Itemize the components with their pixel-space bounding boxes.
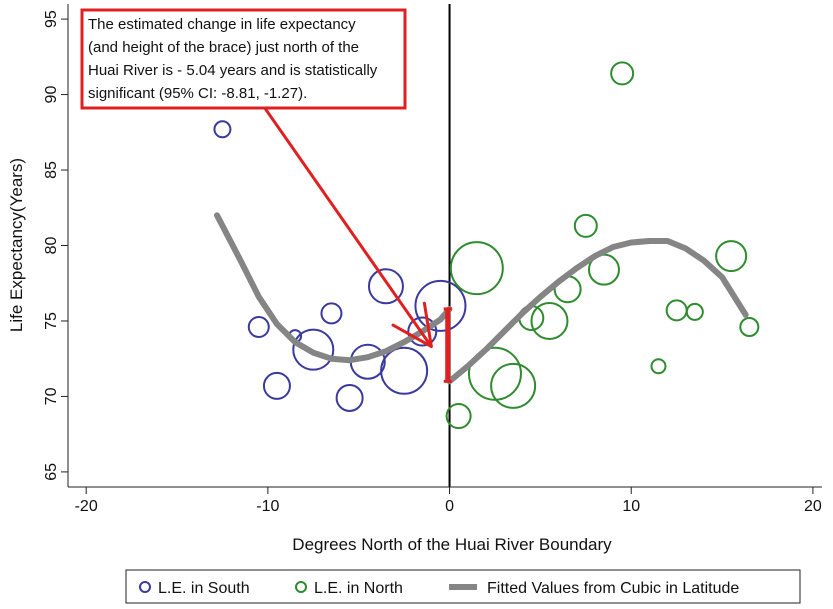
- south-point: [320, 302, 343, 325]
- annotation-line-4: significant (95% CI: -8.81, -1.27).: [88, 85, 307, 102]
- plot-area: [213, 4, 760, 487]
- y-tick-label: 95: [43, 10, 60, 28]
- y-tick-label: 65: [43, 463, 60, 481]
- annotation-line-3: Huai River is - 5.04 years and is statis…: [88, 62, 378, 79]
- north-point: [610, 61, 635, 86]
- x-tick-label: 20: [804, 498, 822, 515]
- annotation-box: [80, 8, 407, 110]
- south-point: [262, 371, 291, 400]
- y-tick-label: 90: [43, 86, 60, 104]
- north-point: [715, 240, 748, 273]
- x-tick-label: -20: [75, 498, 98, 515]
- north-point: [530, 301, 569, 340]
- legend-south-marker: [139, 581, 151, 593]
- annotation-arrow: [260, 103, 433, 348]
- y-tick-label: 70: [43, 387, 60, 405]
- north-point: [665, 299, 688, 322]
- north-point: [449, 241, 504, 296]
- legend-south-label: L.E. in South: [158, 580, 250, 597]
- annotation: The estimated change in life expectancy …: [80, 8, 407, 110]
- north-point: [445, 403, 472, 430]
- annotation-line-1: The estimated change in life expectancy: [88, 16, 356, 33]
- y-tick-label: 75: [43, 312, 60, 330]
- y-axis-label: Life Expectancy(Years): [7, 158, 26, 332]
- south-point: [292, 328, 335, 371]
- axes: -20 -10 0 10 20 65 70 75 80 85 90 95: [43, 4, 822, 515]
- legend-north-marker: [295, 581, 307, 593]
- x-tick-label: 0: [445, 498, 454, 515]
- fit-line-segment-1: [214, 212, 453, 364]
- south-point: [414, 279, 467, 332]
- legend: L.E. in South L.E. in North Fitted Value…: [125, 569, 801, 604]
- north-point: [685, 302, 704, 321]
- y-tick-label: 80: [43, 237, 60, 255]
- x-tick-label: 10: [622, 498, 640, 515]
- x-tick-label: -10: [256, 498, 279, 515]
- y-tick-label: 85: [43, 161, 60, 179]
- annotation-arrowhead: [391, 301, 433, 349]
- south-point: [213, 120, 232, 139]
- x-axis-label: Degrees North of the Huai River Boundary: [292, 535, 612, 554]
- north-point: [573, 213, 598, 238]
- north-point: [739, 317, 760, 338]
- legend-north-label: L.E. in North: [314, 580, 403, 597]
- south-point: [247, 316, 270, 339]
- south-point: [380, 346, 429, 395]
- annotation-line-2: (and height of the brace) just north of …: [88, 39, 359, 56]
- south-point: [367, 268, 404, 305]
- north-point: [490, 362, 537, 409]
- legend-fit-label: Fitted Values from Cubic in Latitude: [487, 580, 739, 597]
- north-point: [650, 358, 667, 375]
- fit-line-segment-2: [446, 238, 749, 385]
- south-point: [335, 383, 364, 412]
